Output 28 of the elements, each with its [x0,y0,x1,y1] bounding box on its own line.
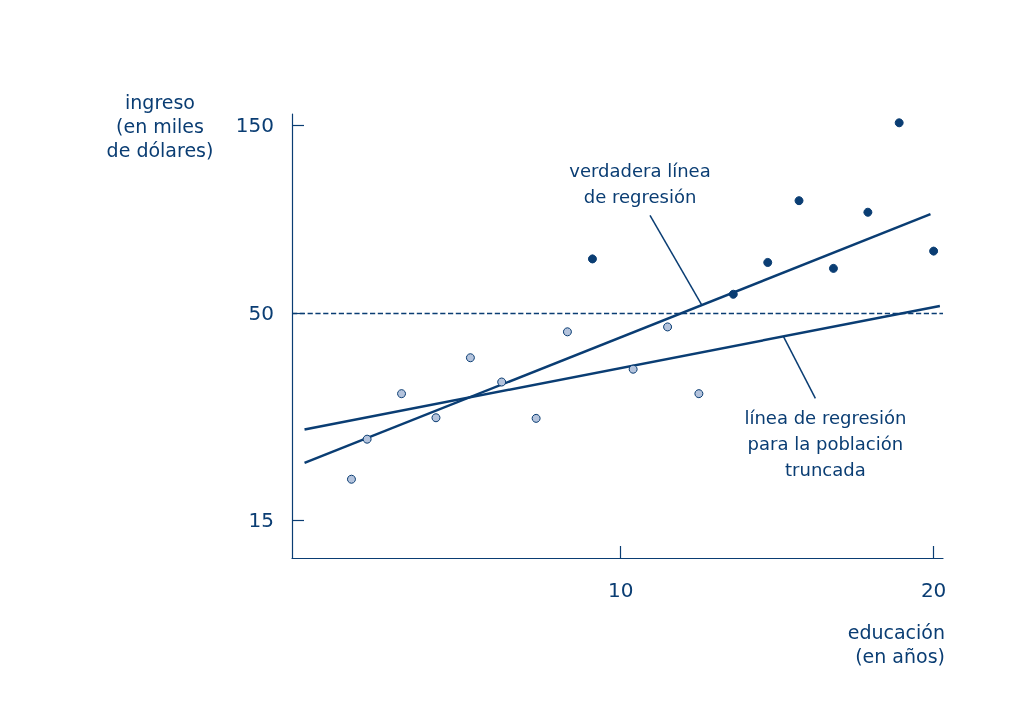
y-axis-title: ingreso (en miles de dólares) [106,91,214,161]
point [587,254,597,264]
point [431,413,441,423]
point [346,474,356,484]
point [763,257,773,267]
point [894,118,904,128]
annotation: verdadera línea de regresión [569,159,711,207]
point [728,289,738,299]
point [929,246,939,256]
point [628,364,638,374]
point [794,196,804,206]
annotation: línea de regresión para la población truncada [744,406,907,480]
point [828,263,838,273]
point [465,353,475,363]
point [531,413,541,423]
x-tick-label: 10 [607,578,634,602]
x-tick-label: 20 [920,578,947,602]
point [397,389,407,399]
point [694,389,704,399]
point [663,322,673,332]
y-tick-label: 50 [248,301,274,326]
point [863,207,873,217]
point [362,434,372,444]
y-tick-label: 150 [235,113,274,138]
x-axis-title: educación (en años) [847,621,945,667]
point [562,327,572,337]
point [497,377,507,387]
y-tick-label: 15 [248,507,274,532]
